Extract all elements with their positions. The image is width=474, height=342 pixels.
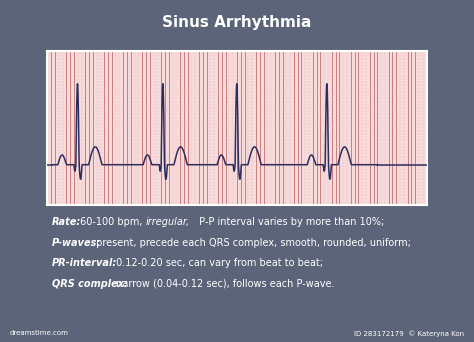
Text: present, precede each QRS complex, smooth, rounded, uniform;: present, precede each QRS complex, smoot… [92,238,410,248]
Text: PR-interval:: PR-interval: [52,258,118,268]
Text: narrow (0.04-0.12 sec), follows each P-wave.: narrow (0.04-0.12 sec), follows each P-w… [113,279,334,289]
Text: irregular,: irregular, [146,217,190,227]
Text: 60-100 bpm,: 60-100 bpm, [77,217,146,227]
Text: P-P interval varies by more than 10%;: P-P interval varies by more than 10%; [196,217,384,227]
Text: ID 283172179  © Kateryna Kon: ID 283172179 © Kateryna Kon [355,330,465,337]
Text: Sinus Arrhythmia: Sinus Arrhythmia [162,15,312,30]
Text: P-waves:: P-waves: [52,238,101,248]
Text: QRS complex:: QRS complex: [52,279,128,289]
Text: dreamstime.com: dreamstime.com [9,330,68,337]
Text: 0.12-0.20 sec, can vary from beat to beat;: 0.12-0.20 sec, can vary from beat to bea… [113,258,323,268]
Text: Rate:: Rate: [52,217,82,227]
